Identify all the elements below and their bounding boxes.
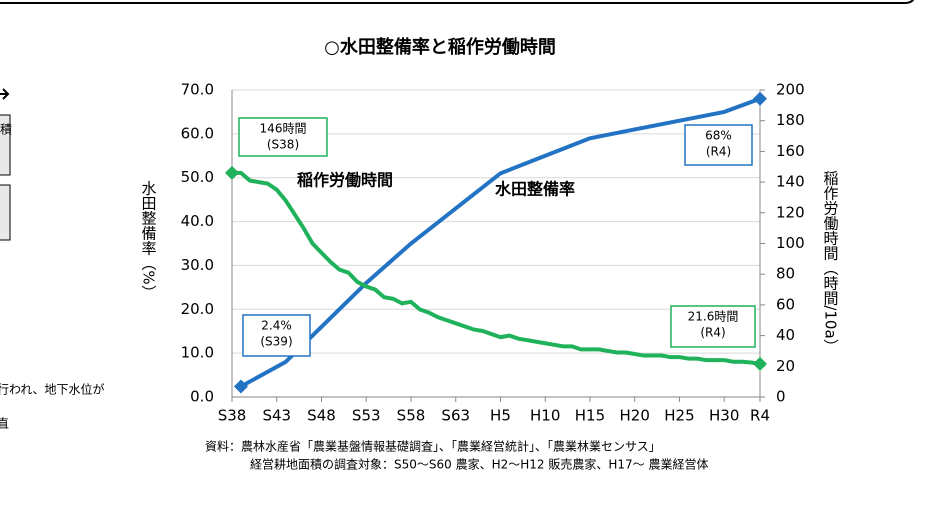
source-text: 資料：農林水産省「農業基盤情報基礎調査」、「農業経営統計」、「農業林業センサス」 [205, 439, 661, 454]
chart-title: ○水田整備率と稲作労働時間 [324, 36, 556, 58]
y-tick-label: 10.0 [181, 344, 214, 362]
end-marker [233, 379, 248, 394]
series-line [232, 170, 761, 366]
side-box [0, 114, 11, 176]
annotation-text: 68% [705, 129, 732, 143]
annotation-box [670, 305, 756, 348]
end-marker [225, 165, 239, 180]
y-tick-label: 40.0 [181, 212, 214, 230]
y-tick-label: 60.0 [181, 124, 214, 142]
y-tick-label: 50.0 [181, 168, 214, 186]
annotation-text: 146時間 [260, 122, 307, 136]
y2-tick-label: 180 [776, 111, 805, 129]
end-marker [753, 356, 767, 371]
annotation-text: 21.6時間 [688, 310, 739, 324]
y2-tick-label: 0 [776, 388, 786, 406]
x-tick-label: H10 [530, 407, 560, 425]
fragment-text: 直 [0, 417, 9, 431]
y-axis-label: 水田整備率（%） [140, 180, 158, 299]
source-text: 経営耕地面積の調査対象：S50～S60 農家、H2～H12 販売農家、H17～ … [250, 457, 708, 472]
series-label: 稲作労働時間 [297, 171, 393, 190]
y2-tick-label: 160 [776, 142, 805, 160]
x-tick-label: S63 [441, 407, 470, 425]
fragment-text: 行われ、地下水位が [0, 382, 105, 397]
y2-tick-label: 200 [776, 81, 805, 99]
end-marker [753, 91, 767, 106]
fragment-text: 積 [0, 122, 12, 137]
x-tick-label: S53 [352, 407, 381, 425]
y-tick-label: 70.0 [181, 81, 214, 99]
side-box [0, 184, 11, 241]
x-tick-label: R4 [750, 407, 770, 425]
annotation-text: (R4) [706, 145, 731, 159]
y2-tick-label: 80 [776, 265, 795, 283]
series-line [239, 96, 761, 389]
annotation-box [684, 124, 753, 166]
annotation-box [238, 117, 328, 157]
series-label: 水田整備率 [495, 180, 575, 199]
y2-tick-label: 60 [776, 295, 795, 313]
x-tick-label: H15 [575, 407, 605, 425]
y-tick-label: 30.0 [181, 256, 214, 274]
y2-tick-label: 40 [776, 326, 795, 344]
x-tick-label: S43 [262, 407, 291, 425]
arrow-icon [0, 88, 10, 100]
y2-axis-label: 稲作労働時間（時間/10a） [822, 170, 840, 353]
frame-border [0, 0, 915, 4]
annotation-text: (R4) [700, 326, 725, 340]
annotation-text: (S38) [267, 138, 299, 152]
y2-tick-label: 120 [776, 203, 805, 221]
y2-tick-label: 140 [776, 173, 805, 191]
y2-tick-label: 20 [776, 357, 795, 375]
x-tick-label: S48 [307, 407, 336, 425]
x-tick-label: H5 [490, 407, 511, 425]
annotation-box [242, 314, 311, 357]
annotation-text: 2.4% [261, 319, 292, 333]
y-tick-label: 20.0 [181, 300, 214, 318]
y2-tick-label: 100 [776, 234, 805, 252]
x-tick-label: H30 [709, 407, 739, 425]
x-tick-label: H20 [620, 407, 650, 425]
annotation-text: (S39) [260, 335, 292, 349]
x-tick-label: H25 [664, 407, 694, 425]
y-tick-label: 0.0 [190, 388, 214, 406]
x-tick-label: S38 [218, 407, 247, 425]
x-tick-label: S58 [397, 407, 426, 425]
